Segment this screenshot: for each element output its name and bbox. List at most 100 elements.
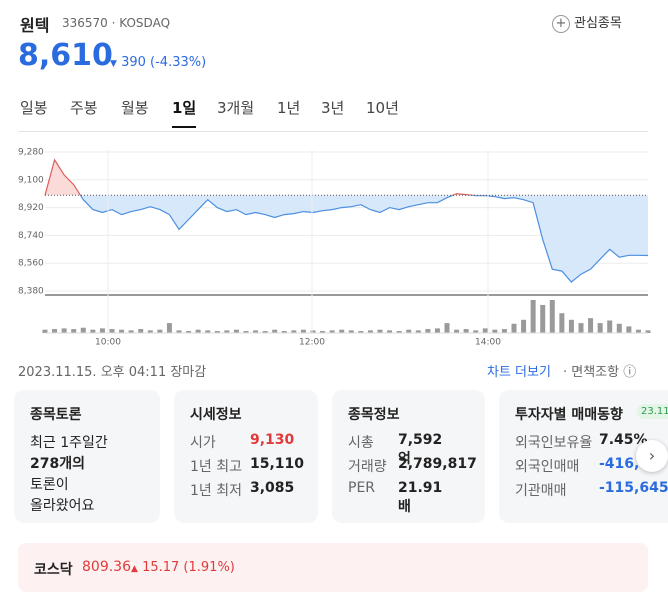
card-title: 시세정보 bbox=[190, 407, 242, 423]
volume-bar bbox=[521, 319, 527, 333]
row-label: 기관매매 bbox=[515, 483, 567, 499]
volume-bar bbox=[415, 330, 421, 333]
volume-bar bbox=[492, 329, 498, 333]
y-tick-label: 9,100 bbox=[18, 175, 44, 185]
card-row: 시총 7,592억 bbox=[348, 432, 442, 467]
card-row: 1년 최고 15,110 bbox=[190, 456, 304, 476]
area-down bbox=[80, 195, 648, 282]
volume-bar bbox=[348, 330, 354, 333]
timestamp: 2023.11.15. 오후 04:11 장마감 bbox=[18, 365, 207, 380]
index-change-pct: (1.91%) bbox=[183, 560, 235, 575]
volume-bar bbox=[119, 329, 125, 333]
volume-bar bbox=[454, 329, 460, 333]
row-label: 시가 bbox=[190, 435, 216, 451]
card[interactable]: 종목토론 최근 1주일간 278개의 토론이 올라왔어요 bbox=[14, 390, 160, 523]
tab[interactable]: 일봉 bbox=[20, 99, 48, 117]
volume-bar bbox=[61, 328, 67, 333]
row-value: 7,592억 bbox=[398, 432, 443, 467]
index-change: ▲ 15.17 (1.91%) bbox=[131, 560, 235, 575]
volume-bar bbox=[281, 331, 287, 333]
tab[interactable]: 1년 bbox=[277, 99, 301, 117]
volume-bar bbox=[90, 329, 96, 333]
row-label: 1년 최고 bbox=[190, 459, 242, 475]
volume-bar bbox=[396, 331, 402, 333]
volume-bar bbox=[559, 313, 565, 333]
card[interactable]: 종목정보 시총 7,592억 거래량 2,789,817 PER 21.91배 bbox=[332, 390, 485, 523]
card-title: 투자자별 매매동향 bbox=[515, 407, 623, 423]
card-row: 외국인보유율 7.45% bbox=[515, 432, 648, 452]
volume-bar bbox=[511, 323, 517, 333]
volume-bar bbox=[166, 323, 172, 333]
volume-bar bbox=[186, 331, 192, 333]
tab[interactable]: 10년 bbox=[366, 99, 399, 117]
volume-bar bbox=[157, 329, 163, 333]
volume-bar bbox=[99, 328, 105, 333]
row-value: -115,645 bbox=[599, 480, 668, 496]
volume-bar bbox=[80, 327, 86, 333]
volume-bar bbox=[645, 330, 651, 333]
chart: 9,280 9,100 8,920 8,740 8,560 8,380 10:00 12:00… bbox=[18, 148, 651, 348]
volume-bar bbox=[176, 330, 182, 333]
card-row: 시가 9,130 bbox=[190, 432, 294, 452]
card[interactable]: 시세정보 시가 9,130 1년 최고 15,110 1년 최저 3,085 bbox=[174, 390, 318, 523]
price-line bbox=[45, 195, 649, 283]
volume-bar bbox=[310, 330, 316, 333]
watch-button[interactable]: + 관심종목 bbox=[552, 12, 622, 33]
row-value: -416, bbox=[599, 456, 640, 472]
volume-bar bbox=[262, 331, 268, 333]
more-chart[interactable]: 차트 더보기 bbox=[487, 365, 551, 380]
index-change-value: 15.17 bbox=[142, 560, 180, 575]
row-label: 1년 최저 bbox=[190, 483, 242, 499]
volume-bar bbox=[147, 330, 153, 333]
volume-bar bbox=[578, 323, 584, 333]
volume-bar bbox=[616, 323, 622, 333]
card-row: PER 21.91배 bbox=[348, 480, 442, 515]
volume-bar bbox=[291, 330, 297, 333]
row-label: 외국인매매 bbox=[515, 459, 580, 475]
disclaimer-label: 면책조항 bbox=[571, 365, 620, 380]
volume-bar bbox=[224, 330, 230, 333]
volume-bar bbox=[205, 330, 211, 333]
volume-bar bbox=[473, 330, 479, 333]
date-badge: 23.11. bbox=[637, 404, 668, 419]
volume-bar bbox=[530, 300, 536, 333]
index-box[interactable]: 코스닥 809.36 ▲ 15.17 (1.91%) bbox=[18, 543, 648, 592]
volume-bar bbox=[52, 329, 58, 333]
volume-bar bbox=[387, 330, 393, 333]
tab[interactable]: 주봉 bbox=[70, 99, 98, 117]
tab[interactable]: 1일 bbox=[172, 97, 197, 128]
disclaimer[interactable]: · 면책조항 ⓘ bbox=[563, 365, 637, 380]
x-tick-label: 12:00 bbox=[299, 338, 325, 348]
volume-bar bbox=[597, 323, 603, 333]
stock-name: 원텍 bbox=[20, 16, 50, 35]
card-line: 올라왔어요 bbox=[30, 498, 95, 514]
volume-bar bbox=[377, 329, 383, 333]
card-line: 최근 1주일간 bbox=[30, 435, 108, 451]
index-name: 코스닥 bbox=[34, 562, 73, 578]
y-tick-label: 8,920 bbox=[18, 203, 44, 213]
card-title: 종목토론 bbox=[30, 407, 82, 423]
volume-bar bbox=[588, 318, 594, 333]
volume-bar bbox=[358, 331, 364, 333]
volume-bar bbox=[425, 329, 431, 333]
row-value: 15,110 bbox=[250, 456, 305, 472]
volume-bar bbox=[243, 331, 249, 333]
watch-label: 관심종목 bbox=[574, 16, 622, 31]
volume-bar bbox=[635, 329, 641, 333]
volume-bar bbox=[71, 329, 77, 333]
row-label: 거래량 bbox=[348, 459, 387, 475]
card-row: 외국인매매 -416, bbox=[515, 456, 639, 476]
volume-bar bbox=[233, 329, 239, 333]
y-tick-label: 8,740 bbox=[18, 231, 44, 241]
next-button[interactable]: › bbox=[636, 440, 668, 472]
tab[interactable]: 월봉 bbox=[121, 99, 149, 117]
price: 8,610 bbox=[18, 38, 113, 73]
x-tick-label: 10:00 bbox=[95, 338, 121, 348]
tab[interactable]: 3년 bbox=[321, 99, 345, 117]
card-row: 기관매매 -115,645 bbox=[515, 480, 668, 500]
tab[interactable]: 3개월 bbox=[217, 99, 255, 117]
volume-bar bbox=[253, 330, 259, 333]
change-pct: (-4.33%) bbox=[150, 55, 207, 70]
volume-bar bbox=[272, 329, 278, 333]
volume-bar bbox=[214, 331, 220, 333]
